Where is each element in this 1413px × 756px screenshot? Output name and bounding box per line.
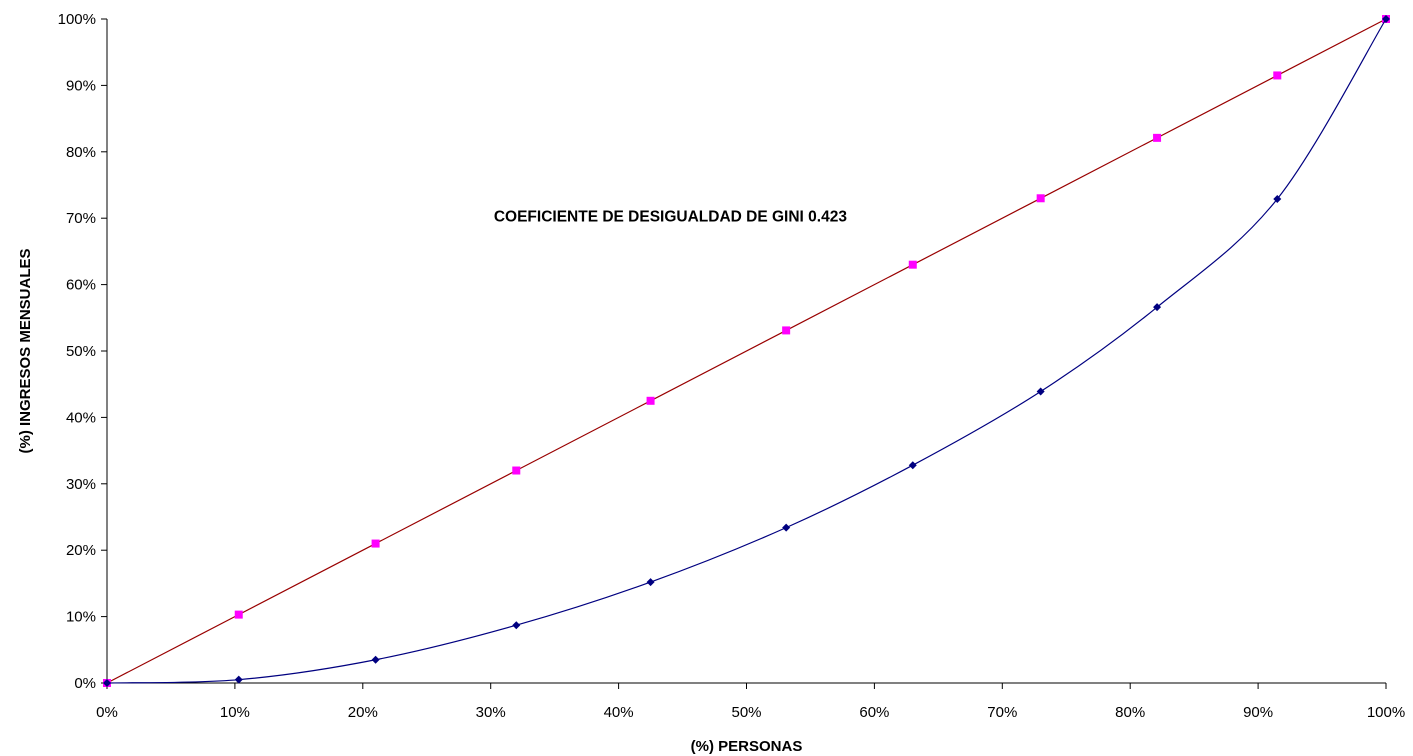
data-point xyxy=(371,655,380,664)
y-tick-label: 100% xyxy=(58,11,96,28)
series-line xyxy=(106,18,1387,684)
y-tick-label: 0% xyxy=(74,675,96,692)
x-tick-label: 70% xyxy=(987,704,1017,721)
x-tick-label: 10% xyxy=(220,704,250,721)
data-point xyxy=(646,396,655,405)
data-point xyxy=(512,466,521,475)
data-point xyxy=(1273,71,1282,80)
data-point xyxy=(371,539,380,548)
y-tick-label: 70% xyxy=(66,210,96,227)
y-tick-label: 40% xyxy=(66,409,96,426)
x-tick-label: 0% xyxy=(96,704,118,721)
x-tick-label: 80% xyxy=(1115,704,1145,721)
y-tick-label: 80% xyxy=(66,144,96,161)
data-point xyxy=(234,675,243,684)
data-point xyxy=(1153,303,1162,312)
gini-annotation: COEFICIENTE DE DESIGUALDAD DE GINI 0.423 xyxy=(494,209,847,226)
y-axis-title: (%) INGRESOS MENSUALES xyxy=(17,248,34,453)
data-point xyxy=(1273,194,1282,203)
data-point xyxy=(1036,194,1045,203)
data-point xyxy=(782,326,791,335)
series-line xyxy=(106,18,1387,684)
y-tick-label: 30% xyxy=(66,476,96,493)
data-point xyxy=(908,461,917,470)
data-point xyxy=(908,260,917,269)
data-point xyxy=(103,679,111,687)
series-2 xyxy=(103,15,1390,687)
series-1 xyxy=(103,15,1390,687)
tick-labels: 0% 10% 20% 30% 40% 50% 60% 70% 80% 90% 100% 0% 10% 20… xyxy=(58,11,1406,721)
data-point xyxy=(646,578,655,587)
x-axis-title: (%) PERSONAS xyxy=(691,738,803,755)
data-point xyxy=(234,610,243,619)
axes xyxy=(101,18,1387,689)
y-tick-label: 60% xyxy=(66,277,96,294)
x-tick-label: 90% xyxy=(1243,704,1273,721)
x-tick-label: 20% xyxy=(348,704,378,721)
data-point xyxy=(1153,133,1162,142)
series-layer xyxy=(103,15,1390,687)
data-point xyxy=(1382,15,1390,23)
y-tick-label: 20% xyxy=(66,542,96,559)
data-point xyxy=(1036,387,1045,396)
y-tick-label: 90% xyxy=(66,77,96,94)
x-tick-label: 40% xyxy=(604,704,634,721)
x-tick-label: 50% xyxy=(731,704,761,721)
x-tick-label: 30% xyxy=(476,704,506,721)
y-tick-label: 50% xyxy=(66,343,96,360)
x-tick-label: 100% xyxy=(1367,704,1405,721)
data-point xyxy=(782,523,791,532)
y-tick-label: 10% xyxy=(66,609,96,626)
x-tick-label: 60% xyxy=(859,704,889,721)
data-point xyxy=(512,621,521,630)
